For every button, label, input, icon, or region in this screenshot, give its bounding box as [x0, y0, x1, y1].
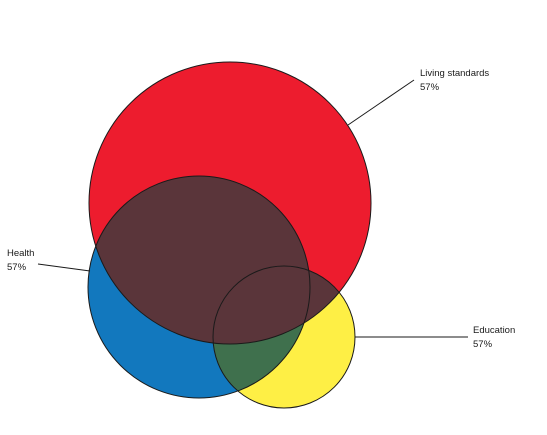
health-outline: [87, 175, 311, 399]
health-value: 57%: [7, 262, 27, 273]
living-standards-leader-line: [347, 79, 415, 126]
health-label: Health: [7, 248, 34, 259]
living-standards-value: 57%: [420, 82, 440, 93]
living-standards-label: Living standards: [420, 68, 489, 79]
living-standards-outline: [88, 61, 372, 345]
education-label: Education: [473, 325, 515, 336]
health-leader-line: [37, 263, 91, 272]
education-value: 57%: [473, 339, 493, 350]
